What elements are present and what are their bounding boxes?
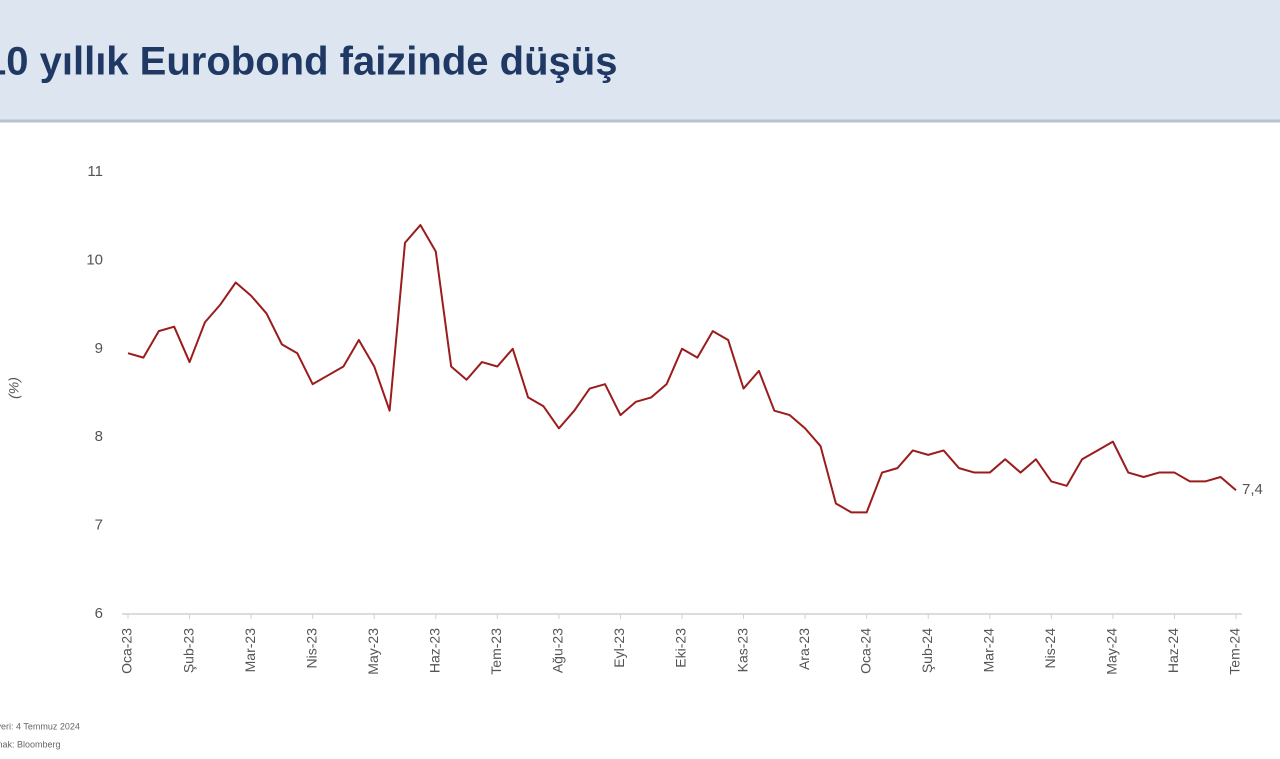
- y-tick-label: 7: [95, 517, 103, 534]
- x-tick-label: Tem-23: [488, 628, 504, 675]
- x-tick-label: Şub-23: [180, 628, 196, 673]
- line: [127, 224, 1237, 514]
- x-tick-label: Ağu-23: [550, 628, 566, 673]
- x-tick-label: Kas-23: [734, 628, 750, 673]
- y-tick-label: 11: [87, 163, 103, 180]
- x-tick-label: Şub-24: [919, 628, 935, 673]
- x-tick-label: Ara-23: [796, 628, 812, 670]
- y-axis-label: (%): [6, 377, 22, 399]
- x-tick-label: Haz-24: [1165, 628, 1181, 673]
- header-band: [0, 0, 1280, 120]
- footnote: Son veri: 4 Temmuz 2024: [0, 721, 80, 731]
- x-tick-label: Eki-23: [673, 628, 689, 668]
- y-tick-label: 6: [95, 605, 103, 622]
- y-tick-label: 10: [86, 251, 103, 268]
- x-tick-label: May-23: [365, 628, 381, 675]
- x-tick-label: Mar-24: [980, 628, 996, 673]
- end-label: 7,4: [1242, 481, 1263, 498]
- x-tick-label: May-24: [1104, 628, 1120, 675]
- x-tick-label: Eyl-23: [611, 628, 627, 668]
- x-tick-label: Nis-23: [303, 628, 319, 669]
- x-tick-label: Tem-24: [1227, 628, 1243, 675]
- chart-title: 10 yıllık Eurobond faizinde düşüş: [0, 40, 617, 84]
- x-tick-label: Nis-24: [1042, 628, 1058, 669]
- y-tick-label: 8: [95, 428, 103, 445]
- x-tick-label: Oca-24: [857, 628, 873, 674]
- y-tick-label: 9: [95, 340, 103, 357]
- x-tick-label: Haz-23: [426, 628, 442, 673]
- x-tick-label: Mar-23: [242, 628, 258, 673]
- footnote: Kaynak: Bloomberg: [0, 739, 61, 749]
- x-tick-label: Oca-23: [119, 628, 135, 674]
